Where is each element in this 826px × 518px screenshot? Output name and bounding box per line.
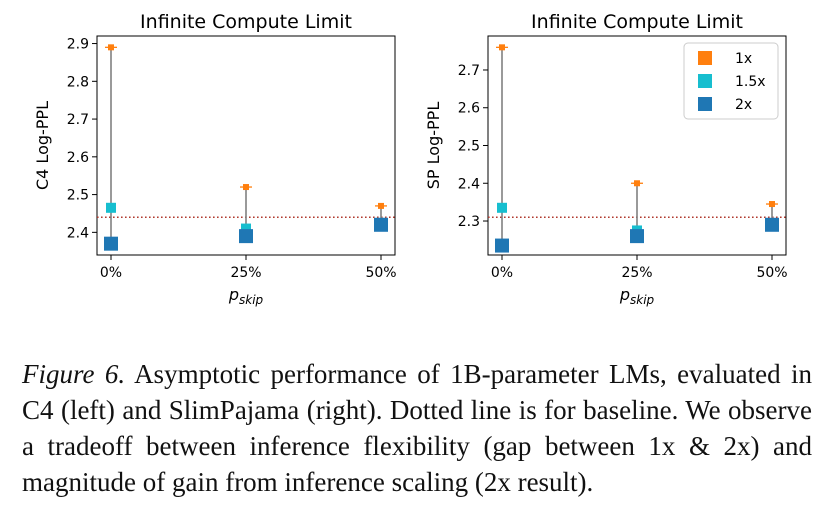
marker-2x-1-2 xyxy=(765,217,779,232)
y-tick-label-1-2: 2.5 xyxy=(458,139,480,155)
marker-1.5x-0-0 xyxy=(106,202,116,213)
y-tick-label-0-0: 2.4 xyxy=(67,225,89,241)
legend-label-2x: 2x xyxy=(735,97,752,113)
x-tick-label-1-2: 50% xyxy=(756,265,787,281)
x-tick-label-0-0: 0% xyxy=(100,265,122,281)
figure-caption: Figure 6. Asymptotic performance of 1B-p… xyxy=(22,356,812,500)
y-tick-label-0-4: 2.8 xyxy=(67,74,89,90)
marker-2x-1-1 xyxy=(630,229,644,244)
marker-1x-1-1 xyxy=(634,180,640,187)
legend-label-1.5x: 1.5x xyxy=(735,74,766,90)
legend-swatch-1x xyxy=(698,51,712,65)
x-tick-label-1-0: 0% xyxy=(491,265,513,281)
marker-2x-0-0 xyxy=(104,236,118,251)
x-tick-label-0-1: 25% xyxy=(230,265,261,281)
caption-label: Figure 6. xyxy=(22,359,126,389)
marker-2x-0-2 xyxy=(374,217,388,232)
y-tick-label-1-0: 2.3 xyxy=(458,214,480,230)
marker-1.5x-0-1 xyxy=(241,223,251,234)
y-tick-label-0-5: 2.9 xyxy=(67,37,89,53)
x-axis-label-0: pskip xyxy=(228,285,264,307)
marker-1x-0-0 xyxy=(108,44,114,51)
marker-1x-1-2 xyxy=(769,201,775,208)
legend-swatch-2x xyxy=(698,97,712,111)
y-tick-label-1-3: 2.6 xyxy=(458,101,480,117)
marker-1x-1-0 xyxy=(499,44,505,51)
x-tick-label-1-1: 25% xyxy=(621,265,652,281)
legend-swatch-1.5x xyxy=(698,74,712,88)
y-axis-label-1: SP Log-PPL xyxy=(424,102,443,190)
caption-text: Asymptotic performance of 1B-parameter L… xyxy=(22,359,813,497)
chart-title-0: Infinite Compute Limit xyxy=(140,11,352,33)
y-tick-label-1-4: 2.7 xyxy=(458,63,480,79)
y-axis-label-0: C4 Log-PPL xyxy=(33,101,52,190)
chart-title-1: Infinite Compute Limit xyxy=(531,11,743,33)
x-axis-label-1: pskip xyxy=(619,285,655,307)
y-tick-label-0-3: 2.7 xyxy=(67,112,89,128)
y-tick-label-0-1: 2.5 xyxy=(67,188,89,204)
legend-label-1x: 1x xyxy=(735,51,752,67)
marker-2x-1-0 xyxy=(495,238,509,253)
x-tick-label-0-2: 50% xyxy=(365,265,396,281)
y-tick-label-0-2: 2.6 xyxy=(67,150,89,166)
marker-2x-0-1 xyxy=(239,229,253,244)
marker-1x-0-2 xyxy=(378,202,384,209)
marker-1x-0-1 xyxy=(243,184,249,191)
y-tick-label-1-1: 2.4 xyxy=(458,176,480,192)
marker-1.5x-1-0 xyxy=(497,202,507,213)
